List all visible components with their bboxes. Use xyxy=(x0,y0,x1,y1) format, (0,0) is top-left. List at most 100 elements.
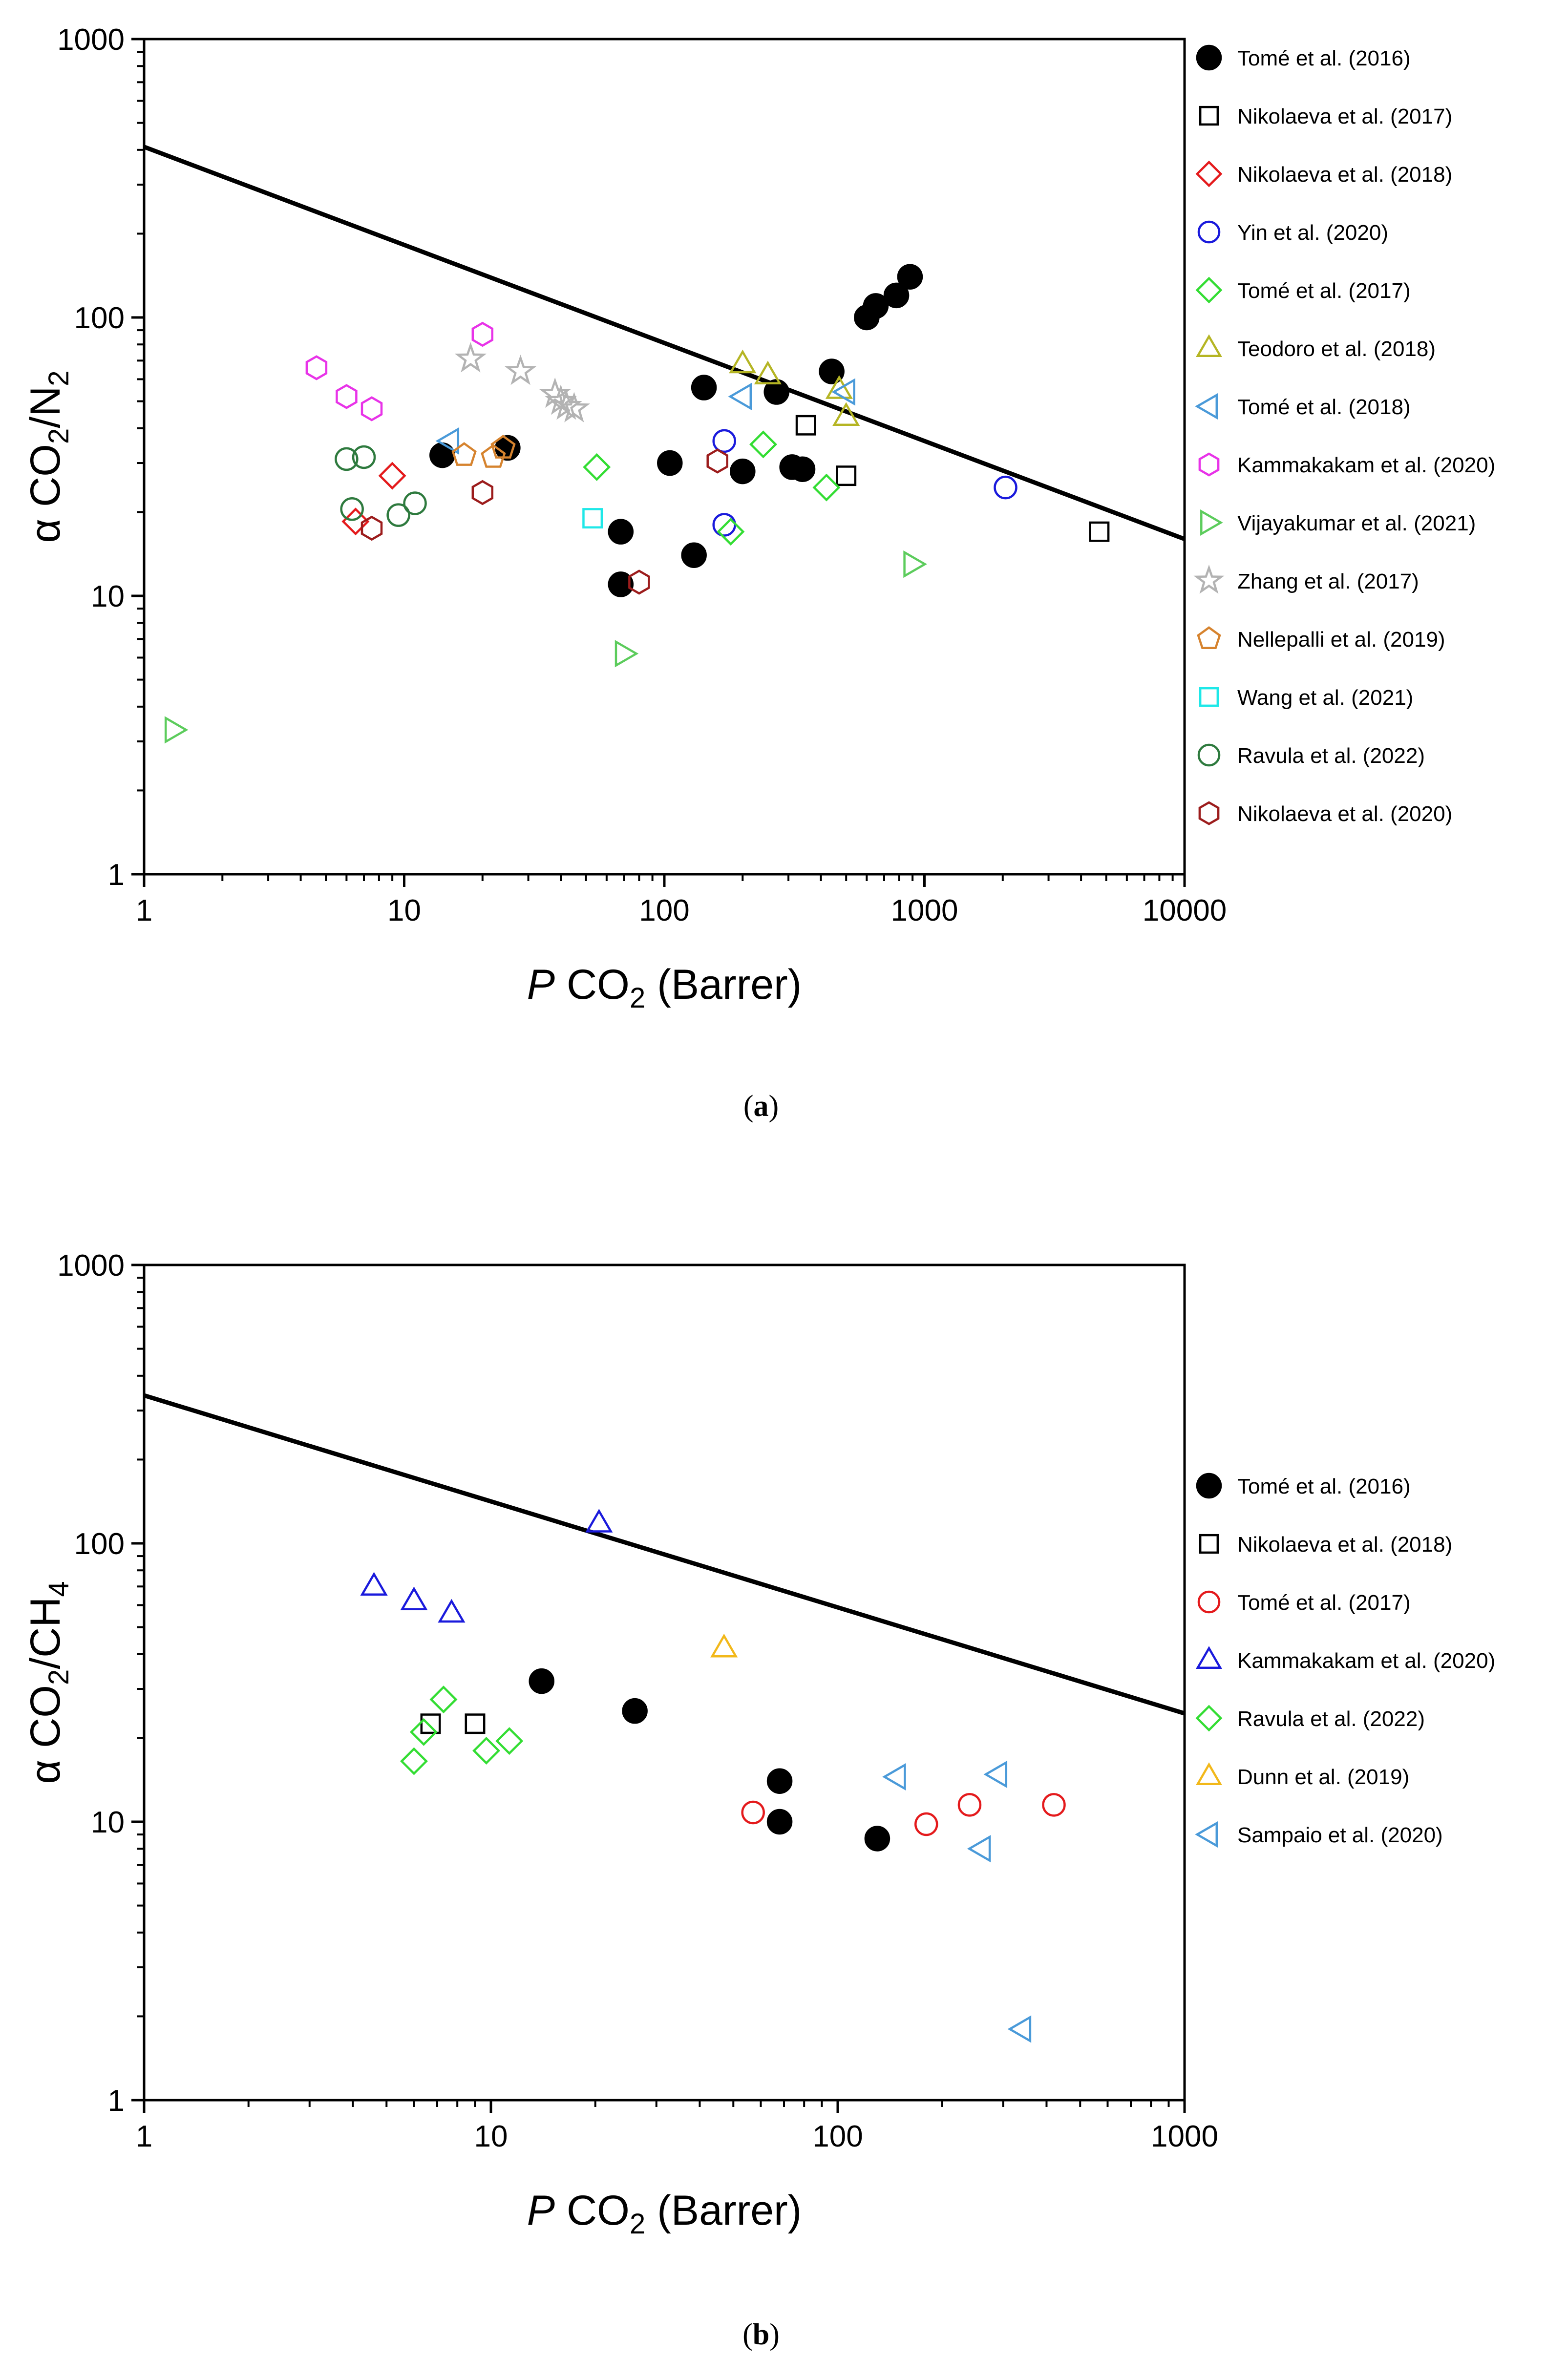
data-point xyxy=(836,465,857,486)
data-point xyxy=(504,355,537,385)
legend-symbol xyxy=(1193,564,1225,594)
y-tick-label: 1 xyxy=(108,2084,125,2118)
legend-symbol xyxy=(1198,801,1220,825)
series-dunn-et-al-2019 xyxy=(710,1633,738,1658)
legend-label: Kammakakam et al. (2020) xyxy=(1237,1649,1495,1673)
y-axis-label-a: α CO2/N2 xyxy=(22,370,75,543)
data-point xyxy=(957,1793,982,1817)
data-point xyxy=(730,458,756,484)
data-point xyxy=(1089,521,1110,542)
data-point xyxy=(1042,1793,1066,1817)
data-point xyxy=(341,507,370,536)
data-point xyxy=(360,1572,388,1596)
data-point xyxy=(825,375,853,399)
data-point xyxy=(728,382,752,411)
data-point xyxy=(712,429,736,453)
data-point xyxy=(863,293,889,319)
legend-label: Nikolaeva et al. (2017) xyxy=(1237,105,1452,128)
x-tick-label: 10 xyxy=(474,2120,508,2153)
series-tom-et-al-2016 xyxy=(429,264,923,597)
legend-symbol xyxy=(1195,1821,1218,1848)
data-point xyxy=(335,447,359,471)
data-point xyxy=(471,321,494,347)
legend-symbol xyxy=(1199,1534,1219,1554)
legend-label: Kammakakam et al. (2020) xyxy=(1237,453,1495,477)
series-tom-et-al-2016 xyxy=(529,1668,890,1852)
data-point xyxy=(305,355,328,380)
legend-label: Yin et al. (2020) xyxy=(1237,221,1388,245)
legend-label: Tomé et al. (2016) xyxy=(1237,46,1411,70)
legend-label: Dunn et al. (2019) xyxy=(1237,1765,1409,1789)
data-point xyxy=(429,442,455,468)
series-nikolaeva-et-al-2020 xyxy=(360,448,728,595)
data-point xyxy=(729,349,757,374)
data-point xyxy=(529,1668,555,1694)
legend-symbol xyxy=(1195,393,1218,420)
data-point xyxy=(706,448,728,474)
data-point xyxy=(481,444,506,468)
data-point xyxy=(628,569,650,595)
x-axis-label-b: P CO2 (Barrer) xyxy=(527,2187,802,2240)
legend-symbol xyxy=(1195,1705,1223,1732)
legend-symbol xyxy=(1196,1473,1222,1499)
data-point xyxy=(360,396,383,421)
legend-label: Zhang et al. (2017) xyxy=(1237,569,1419,593)
data-point xyxy=(583,453,611,481)
legend-label: Nikolaeva et al. (2018) xyxy=(1237,163,1452,187)
legend-symbol xyxy=(1195,160,1223,188)
y-axis-label-b: α CO2/CH4 xyxy=(22,1581,75,1784)
x-tick-label: 1 xyxy=(136,894,152,927)
legend-label: Tomé et al. (2018) xyxy=(1237,395,1411,419)
series-wang-et-al-2021 xyxy=(582,508,603,529)
plot-frame-b xyxy=(143,1264,1186,2102)
y-tick-label: 1 xyxy=(108,858,125,892)
data-point xyxy=(435,427,460,455)
legend-label: Tomé et al. (2016) xyxy=(1237,1474,1411,1498)
data-point xyxy=(472,1737,501,1765)
panel-caption-b: (b) xyxy=(742,2318,780,2351)
x-tick-label: 10000 xyxy=(1143,894,1227,927)
data-point xyxy=(585,1509,613,1533)
legend-label: Nellepalli et al. (2019) xyxy=(1237,628,1445,652)
data-point xyxy=(378,462,406,490)
series-nikolaeva-et-al-2018 xyxy=(341,462,406,536)
data-point xyxy=(710,1633,738,1658)
legend-label: Vijayakumar et al. (2021) xyxy=(1237,511,1476,535)
legend-symbol xyxy=(1197,626,1221,649)
legend-symbol xyxy=(1196,44,1222,71)
data-point xyxy=(789,456,816,482)
series-nikolaeva-et-al-2018 xyxy=(420,1713,486,1734)
legend-label: Nikolaeva et al. (2020) xyxy=(1237,802,1452,826)
data-point xyxy=(819,358,845,384)
data-point xyxy=(340,497,364,521)
data-point xyxy=(608,571,634,597)
legend-symbol xyxy=(1199,105,1219,126)
data-point xyxy=(438,1599,466,1623)
data-point xyxy=(622,1698,648,1724)
data-point xyxy=(400,1586,428,1611)
series-vijayakumar-et-al-2021 xyxy=(164,550,927,744)
legend-symbol xyxy=(1199,687,1219,707)
data-point xyxy=(903,550,927,578)
data-point xyxy=(352,445,376,469)
legend-symbol xyxy=(1196,1646,1222,1669)
data-point xyxy=(882,1763,906,1791)
legend-label: Ravula et al. (2022) xyxy=(1237,1707,1425,1731)
data-point xyxy=(766,1768,793,1794)
data-point xyxy=(967,1835,991,1863)
x-tick-label: 1 xyxy=(136,2120,152,2153)
series-nikolaeva-et-al-2017 xyxy=(795,415,1110,542)
x-tick-label: 100 xyxy=(639,894,689,927)
data-point xyxy=(420,1713,441,1734)
data-point xyxy=(983,1760,1008,1789)
data-point xyxy=(897,264,923,290)
data-point xyxy=(754,360,782,385)
series-kammakakam-et-al-2020 xyxy=(360,1509,613,1623)
data-point xyxy=(795,415,816,436)
data-point xyxy=(864,1826,890,1852)
legend-label: Sampaio et al. (2020) xyxy=(1237,1823,1443,1847)
data-point xyxy=(409,1718,438,1746)
series-ravula-et-al-2022 xyxy=(400,1685,524,1775)
data-point xyxy=(831,378,855,406)
legend-symbol xyxy=(1198,452,1220,477)
